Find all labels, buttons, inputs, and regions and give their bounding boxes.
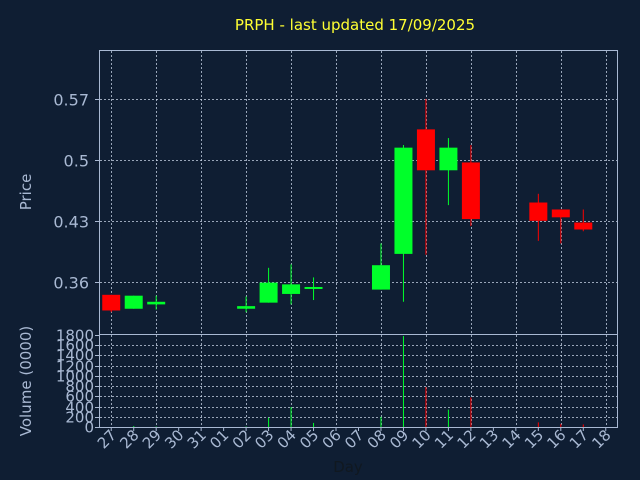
price-tick-label: 0.5 (64, 152, 89, 171)
volume-tick-label: 0 (84, 419, 94, 437)
x-tick-label: 18 (588, 426, 614, 452)
price-axis-labels: 0.36 0.43 0.5 0.57 (53, 91, 100, 293)
volume-tick-label: 200 (65, 409, 94, 427)
price-plot-frame (99, 50, 618, 335)
x-axis-title: Day (333, 458, 363, 476)
candle-body (529, 202, 548, 221)
volume-tick-label: 400 (65, 399, 94, 417)
x-axis-labels: 2728293031010203040506070809101112131415… (94, 426, 615, 452)
chart-title: PRPH - last updated 17/09/2025 (235, 16, 475, 34)
volume-tick-label: 600 (65, 388, 94, 406)
volume-tick-label: 1400 (56, 347, 94, 365)
price-tick-label: 0.57 (53, 91, 89, 110)
candle-body (461, 162, 480, 220)
volume-axis-title: Volume (0000) (17, 326, 35, 436)
volume-grid (100, 335, 617, 427)
volume-tick-label: 1200 (56, 358, 94, 376)
candle-body (304, 286, 323, 289)
candles (102, 98, 593, 313)
candle-body (394, 147, 413, 254)
candle-body (371, 265, 390, 290)
candle-body (259, 282, 278, 303)
candle-body (237, 306, 256, 309)
candle-body (439, 147, 458, 171)
candle-body (574, 222, 593, 230)
price-grid (100, 51, 617, 334)
candle-body (551, 209, 570, 218)
volume-tick-label: 800 (65, 378, 94, 396)
price-axis-title: Price (17, 174, 35, 211)
candle-body (416, 129, 435, 171)
candle-body (282, 284, 301, 294)
volume-plot-frame (99, 334, 618, 428)
candle-body (124, 295, 143, 309)
candle-body (102, 294, 121, 311)
price-tick-label: 0.36 (53, 274, 89, 293)
candle-body (147, 301, 166, 305)
volume-tick-label: 1000 (56, 368, 94, 386)
volume-tick-label: 1600 (56, 337, 94, 355)
price-tick-label: 0.43 (53, 213, 89, 232)
volume-bars (133, 336, 584, 427)
volume-tick-label: 1800 (56, 327, 94, 345)
